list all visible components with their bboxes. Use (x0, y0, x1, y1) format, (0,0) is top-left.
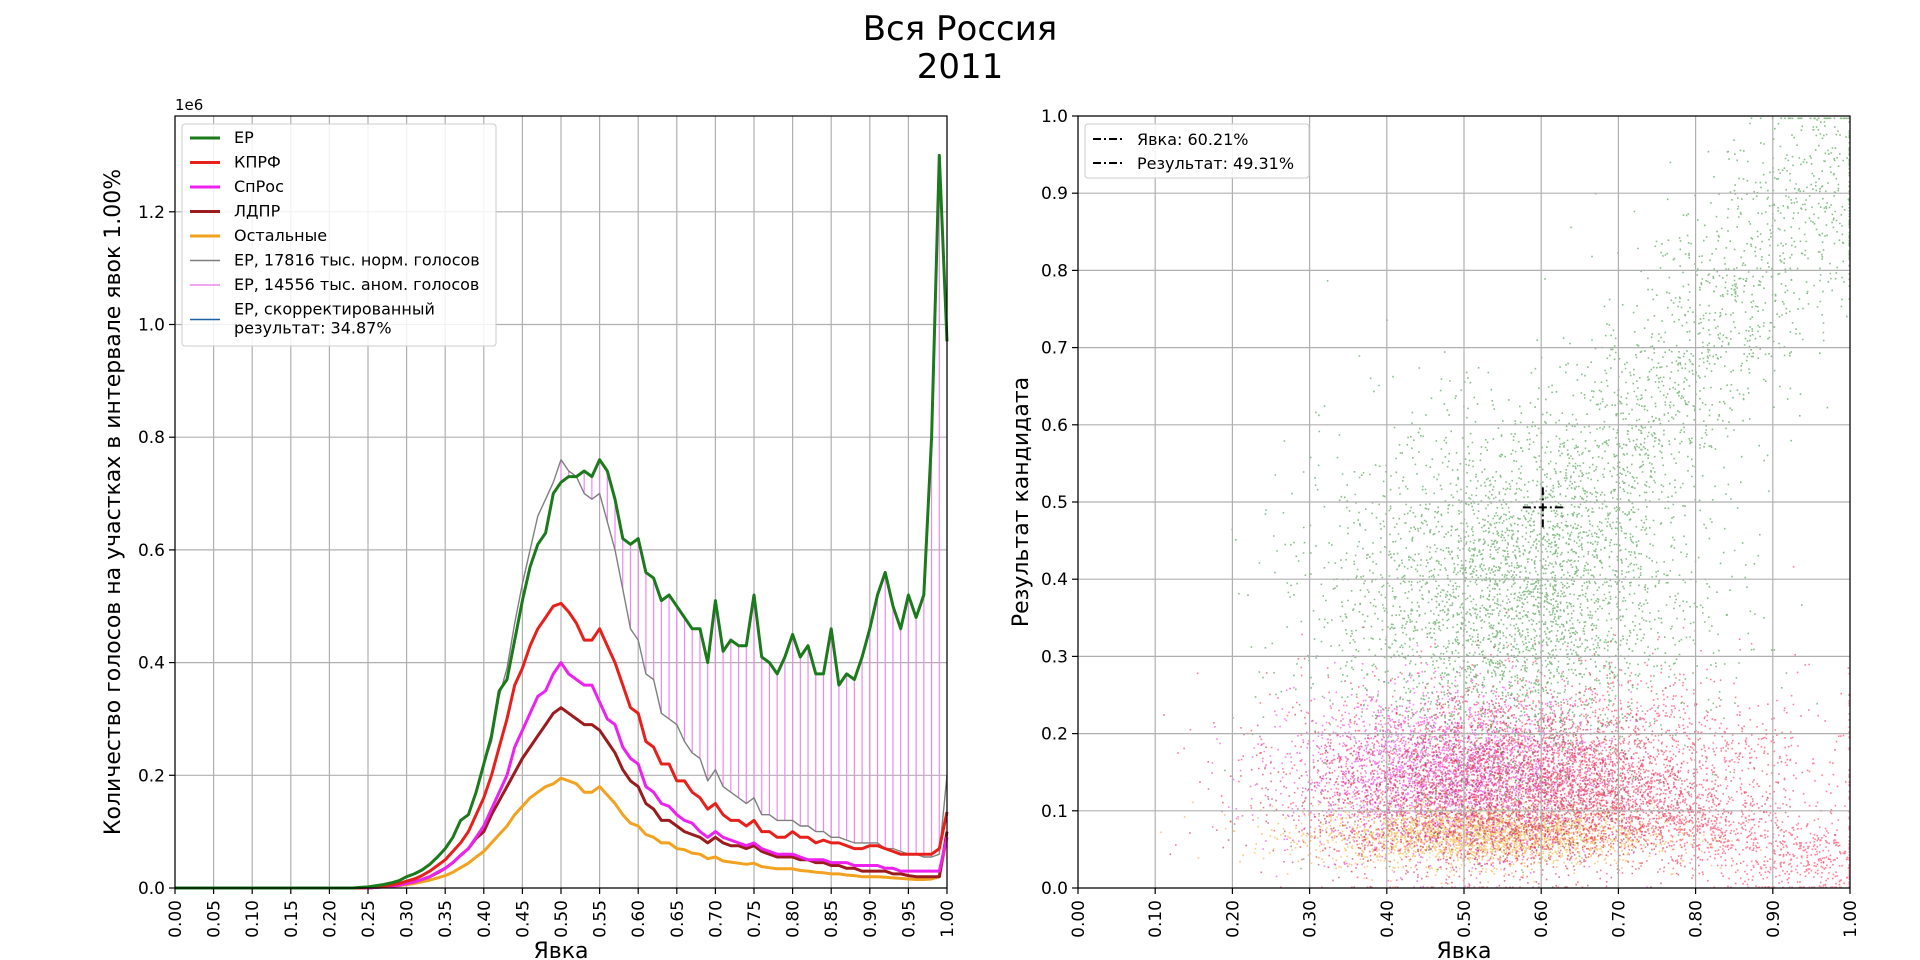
left-x-tick-label: 0.85 (822, 900, 842, 938)
left-x-tick-label: 0.40 (475, 900, 495, 938)
left-x-tick-label: 0.50 (552, 900, 572, 938)
legend-label: Остальные (234, 226, 327, 245)
right-x-tick-label: 0.30 (1301, 900, 1321, 938)
left-y-tick-label: 0.2 (138, 766, 165, 786)
right-y-tick-label: 0.3 (1041, 647, 1068, 667)
left-x-tick-label: 0.95 (899, 900, 919, 938)
left-x-tick-label: 0.25 (359, 900, 379, 938)
left-y-tick-label: 0.4 (138, 654, 165, 674)
legend-label: ЕР (234, 128, 254, 147)
right-y-tick-label: 0.9 (1041, 184, 1068, 204)
left-x-tick-label: 0.90 (861, 900, 881, 938)
turnout-result-scatter-chart: 0.00 0.10 0.20 0.30 0.40 0.50 0.60 0.70 0.80 0.90… (1009, 107, 1861, 960)
left-x-axis-label: Явка (533, 939, 588, 960)
left-x-tick-label: 0.00 (166, 900, 186, 938)
right-y-tick-label: 0.1 (1041, 802, 1068, 822)
right-y-axis-label: Результат кандидата (1009, 377, 1034, 627)
left-x-tick-label: 0.80 (784, 900, 804, 938)
anomaly-hatch (560, 155, 940, 858)
right-x-tick-label: 0.00 (1069, 900, 1089, 938)
right-x-tick-label: 0.20 (1223, 900, 1243, 938)
left-x-tick-label: 0.20 (320, 900, 340, 938)
legend-label: ЕР, 14556 тыс. аном. голосов (234, 275, 479, 294)
left-y-ticks: 0.0 0.2 0.4 0.6 0.8 1.0 1.2 (138, 203, 175, 899)
right-y-tick-label: 1.0 (1041, 107, 1068, 127)
right-y-tick-label: 0.7 (1041, 339, 1068, 359)
left-x-tick-label: 0.55 (591, 900, 611, 938)
left-legend: ЕР КПРФ СпРос ЛДПР Остальные ЕР, 17816 тыс. н… (181, 123, 497, 347)
scatter-cluster-4 (1224, 117, 1851, 874)
left-x-tick-label: 1.00 (938, 900, 958, 938)
left-y-tick-label: 1.2 (138, 203, 165, 223)
figure-title-line1: Вся Россия (862, 9, 1058, 49)
legend-label: ЕР, скорректированный (234, 300, 435, 319)
right-legend: Явка: 60.21% Результат: 49.31% (1084, 123, 1310, 179)
right-x-tick-label: 0.40 (1378, 900, 1398, 938)
figure-title: Вся Россия 2011 (0, 10, 1920, 86)
left-y-tick-label: 0.0 (138, 879, 165, 899)
legend-label: ЛДПР (234, 202, 281, 221)
right-x-tick-label: 0.70 (1609, 900, 1629, 938)
legend-label: КПРФ (234, 153, 281, 172)
right-y-tick-label: 0.5 (1041, 493, 1068, 513)
right-legend-label: Результат: 49.31% (1137, 154, 1294, 173)
scatter-cluster-0 (1160, 778, 1762, 889)
left-x-tick-label: 0.15 (282, 900, 302, 938)
right-x-tick-label: 0.60 (1532, 900, 1552, 938)
left-x-tick-label: 0.70 (706, 900, 726, 938)
right-y-tick-label: 0.4 (1041, 570, 1068, 590)
right-y-tick-label: 0.6 (1041, 416, 1068, 436)
right-x-tick-label: 1.00 (1841, 900, 1861, 938)
right-legend-label: Явка: 60.21% (1137, 130, 1249, 149)
scatter-points (1160, 117, 1851, 889)
mean-marker (1522, 487, 1563, 528)
turnout-histogram-chart: 0.00 0.05 0.10 0.15 0.20 0.25 0.30 0.35 0.40 0.45… (101, 96, 958, 960)
right-x-ticks: 0.00 0.10 0.20 0.30 0.40 0.50 0.60 0.70 0.80 0.90… (1069, 888, 1861, 938)
right-y-tick-label: 0.0 (1041, 879, 1068, 899)
right-y-tick-label: 0.2 (1041, 725, 1068, 745)
left-x-tick-label: 0.35 (436, 900, 456, 938)
legend-label: СпРос (234, 177, 284, 196)
left-y-axis-label: Количество голосов на участках в интерва… (101, 169, 126, 835)
right-x-axis-label: Явка (1436, 939, 1491, 960)
left-x-tick-label: 0.45 (513, 900, 533, 938)
right-y-tick-label: 0.8 (1041, 261, 1068, 281)
right-x-tick-label: 0.80 (1687, 900, 1707, 938)
right-x-tick-label: 0.50 (1455, 900, 1475, 938)
left-x-tick-label: 0.30 (398, 900, 418, 938)
left-x-tick-label: 0.05 (205, 900, 225, 938)
left-y-tick-label: 0.6 (138, 541, 165, 561)
left-x-tick-label: 0.10 (243, 900, 263, 938)
left-x-ticks: 0.00 0.05 0.10 0.15 0.20 0.25 0.30 0.35 0.40 0.45… (166, 888, 958, 938)
left-offset-label: 1e6 (175, 96, 203, 114)
left-x-tick-label: 0.75 (745, 900, 765, 938)
left-legend-box (181, 123, 497, 347)
right-x-tick-label: 0.10 (1146, 900, 1166, 938)
figure-title-line2: 2011 (916, 47, 1004, 87)
left-y-tick-label: 1.0 (138, 315, 165, 335)
right-y-ticks: 0.0 0.1 0.2 0.3 0.4 0.5 0.6 0.7 0.8 0.9 1.0 (1041, 107, 1078, 899)
left-x-tick-label: 0.60 (629, 900, 649, 938)
left-y-tick-label: 0.8 (138, 428, 165, 448)
right-legend-box (1084, 123, 1310, 179)
legend-label-line2: результат: 34.87% (234, 319, 392, 338)
legend-label: ЕР, 17816 тыс. норм. голосов (234, 251, 480, 270)
right-x-tick-label: 0.90 (1764, 900, 1784, 938)
left-x-tick-label: 0.65 (668, 900, 688, 938)
